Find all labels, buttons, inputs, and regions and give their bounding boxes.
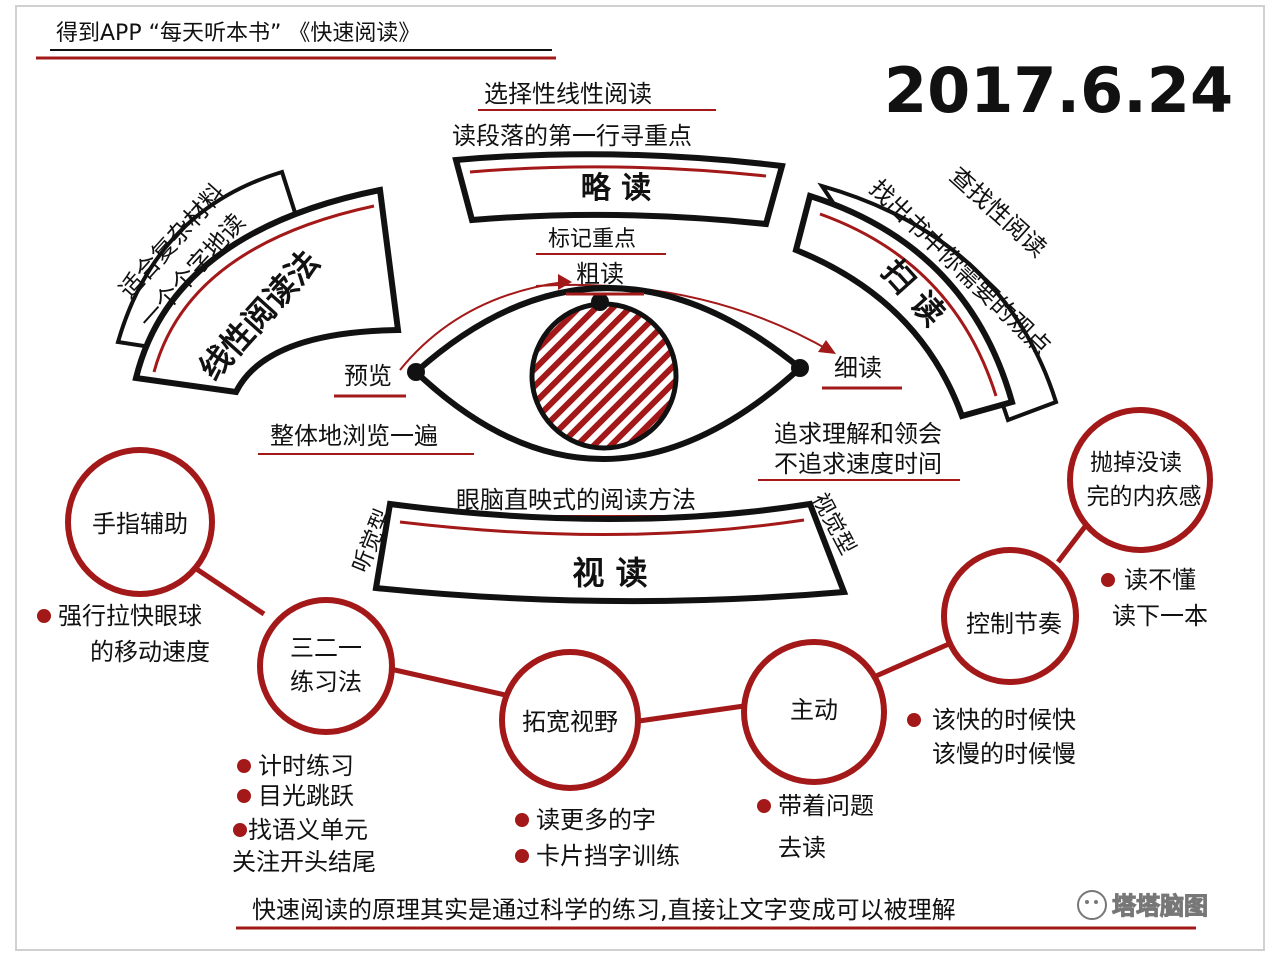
eye-right-corner: [791, 359, 809, 377]
widen-view-note-2: 卡片挡字训练: [536, 842, 680, 870]
finger-assist-note-2: 的移动速度: [90, 638, 210, 666]
widen-view-bullet-2: [515, 849, 529, 863]
widen-view-node: 拓宽视野: [499, 649, 641, 791]
finger-assist-note-1: 强行拉快眼球: [58, 602, 202, 630]
date-label: 2017.6.24: [884, 54, 1233, 127]
linear-panel-inner-line: [152, 204, 375, 373]
control-rhythm-bullet: [907, 713, 921, 727]
drop-guilt-label-2: 完的内疚感: [1087, 484, 1202, 510]
drop-guilt-label-1: 抛掉没读: [1090, 450, 1182, 476]
arrow-to-coarse-reading: [399, 281, 565, 371]
arrow-to-coarse-reading-head: [558, 274, 572, 290]
fine-reading-label: 细读: [834, 354, 882, 382]
three-two-one-node: 三二一 练习法: [257, 597, 395, 735]
widen-view-notes: 读更多的字 卡片挡字训练: [515, 806, 680, 870]
three-two-one-bullet-3: [233, 823, 247, 837]
footer-summary: 快速阅读的原理其实是通过科学的练习,直接让文字变成可以被理解: [252, 896, 956, 924]
active-note-2: 去读: [778, 834, 826, 862]
drop-guilt-circle: [1067, 407, 1213, 553]
finger-assist-circle: [65, 447, 215, 597]
finger-assist-bullet: [37, 609, 51, 623]
fine-note-1: 追求理解和领会: [774, 420, 942, 448]
widen-view-circle: [499, 649, 641, 791]
arrow-to-fine-reading-head: [818, 340, 836, 354]
finger-assist-label: 手指辅助: [92, 510, 188, 538]
visual-reading-note: 眼脑直映式的阅读方法: [456, 486, 696, 514]
drop-guilt-note-1: 读不懂: [1124, 566, 1196, 594]
linear-panel-outline: [132, 186, 402, 396]
skim-title: 略 读: [581, 171, 651, 206]
wechat-icon-eye-left: [1085, 900, 1089, 904]
finger-assist-node: 手指辅助: [65, 447, 215, 597]
visual-reading-panel-inner-line: [399, 518, 805, 537]
control-rhythm-note-1: 该快的时候快: [932, 706, 1076, 734]
three-two-one-circle: [257, 597, 395, 735]
watermark: 塔塔脑图: [1077, 890, 1209, 921]
three-two-one-note-1: 计时练习: [258, 752, 354, 780]
skim-note-2: 读段落的第一行寻重点: [452, 122, 692, 150]
control-rhythm-note-2: 该慢的时候慢: [932, 740, 1076, 768]
three-two-one-notes: 计时练习 目光跳跃 找语义单元 关注开头结尾: [232, 752, 376, 876]
arrow-to-fine-reading: [535, 283, 833, 353]
control-rhythm-node: 控制节奏: [941, 547, 1079, 685]
wechat-icon: [1077, 890, 1107, 920]
preview-note: 整体地浏览一遍: [270, 422, 438, 450]
header-title: 得到APP “每天听本书” 《快速阅读》: [56, 21, 420, 46]
three-two-one-label-2: 练习法: [290, 668, 362, 696]
control-rhythm-label: 控制节奏: [966, 610, 1062, 638]
drop-guilt-note-2: 读下一本: [1112, 602, 1208, 630]
eye-top-dot: [591, 293, 609, 311]
skim-panel-inner-line: [469, 165, 767, 178]
eye-iris: [529, 301, 679, 451]
three-two-one-note-3: 找语义单元: [248, 816, 368, 844]
control-rhythm-circle: [941, 547, 1079, 685]
visual-reading-title: 视 读: [572, 554, 647, 592]
control-rhythm-notes: 该快的时候快 该慢的时候慢: [907, 706, 1076, 768]
coarse-reading-label: 粗读: [576, 260, 624, 288]
wechat-icon-eye-right: [1094, 900, 1098, 904]
finger-assist-notes: 强行拉快眼球 的移动速度: [37, 602, 210, 666]
active-notes: 带着问题 去读: [757, 792, 874, 862]
fine-note-2: 不追求速度时间: [774, 450, 942, 478]
drop-guilt-notes: 读不懂 读下一本: [1101, 566, 1208, 630]
active-bullet: [757, 799, 771, 813]
three-two-one-note-4: 关注开头结尾: [232, 848, 376, 876]
watermark-text: 塔塔脑图: [1112, 892, 1208, 920]
preview-label: 预览: [344, 362, 392, 390]
circle-connector-line: [190, 518, 1092, 725]
three-two-one-bullet-2: [237, 789, 251, 803]
skim-below-note: 标记重点: [548, 227, 636, 252]
scan-panel-outline: [792, 192, 1016, 420]
widen-view-bullet-1: [515, 813, 529, 827]
skim-note-1: 选择性线性阅读: [484, 80, 652, 108]
active-circle: [741, 639, 887, 785]
three-two-one-bullet-1: [237, 759, 251, 773]
three-two-one-note-2: 目光跳跃: [258, 782, 354, 810]
scan-panel-inner-line: [819, 212, 998, 397]
active-label: 主动: [790, 696, 838, 724]
drop-guilt-bullet: [1101, 573, 1115, 587]
drop-guilt-node: 抛掉没读 完的内疚感: [1067, 407, 1213, 553]
active-node: 主动: [741, 639, 887, 785]
three-two-one-label-1: 三二一: [290, 634, 362, 662]
eye-left-corner: [407, 363, 425, 381]
widen-view-label: 拓宽视野: [522, 708, 618, 736]
page-frame: [15, 5, 1265, 951]
widen-view-note-1: 读更多的字: [536, 806, 656, 834]
active-note-1: 带着问题: [778, 792, 874, 820]
